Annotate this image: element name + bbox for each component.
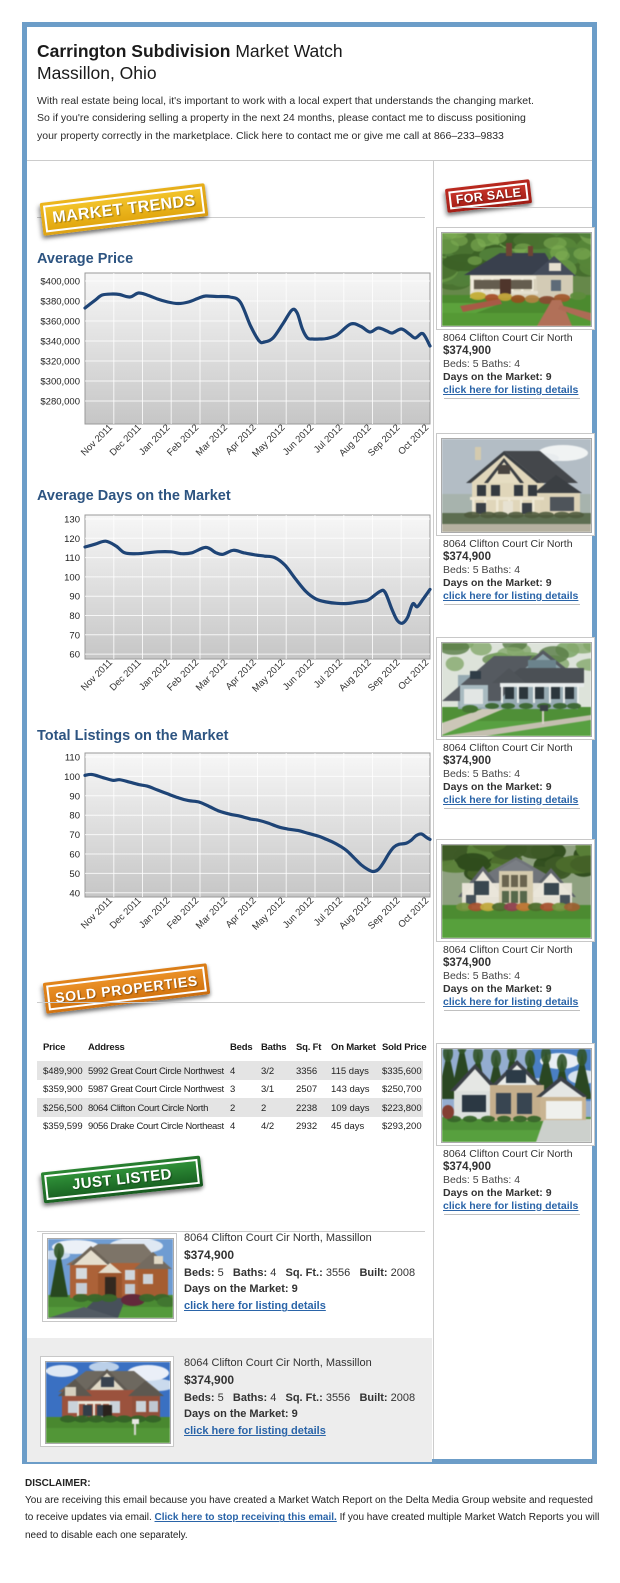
svg-text:90: 90	[69, 592, 80, 603]
svg-text:40: 40	[69, 888, 80, 899]
svg-text:$360,000: $360,000	[40, 317, 80, 328]
svg-text:Dec 2011: Dec 2011	[108, 657, 144, 693]
svg-text:60: 60	[69, 850, 80, 861]
svg-text:90: 90	[69, 791, 80, 802]
svg-text:Oct 2012: Oct 2012	[396, 422, 431, 457]
svg-text:Sep 2012: Sep 2012	[366, 895, 403, 932]
svg-text:60: 60	[69, 650, 80, 661]
svg-text:Jun 2012: Jun 2012	[281, 657, 316, 692]
svg-text:70: 70	[69, 830, 80, 841]
svg-text:Jun 2012: Jun 2012	[281, 422, 316, 457]
svg-text:50: 50	[69, 869, 80, 880]
svg-text:110: 110	[65, 553, 80, 564]
svg-text:70: 70	[69, 630, 80, 641]
svg-text:110: 110	[65, 753, 80, 764]
svg-text:$300,000: $300,000	[40, 377, 80, 388]
svg-text:Mar 2012: Mar 2012	[194, 657, 230, 693]
svg-text:Sep 2012: Sep 2012	[366, 657, 403, 694]
svg-text:80: 80	[69, 611, 80, 622]
svg-text:130: 130	[64, 515, 80, 526]
svg-text:80: 80	[69, 811, 80, 822]
svg-text:Sep 2012: Sep 2012	[366, 422, 403, 459]
svg-text:Jun 2012: Jun 2012	[281, 895, 316, 930]
svg-text:$280,000: $280,000	[40, 397, 80, 408]
svg-text:Oct 2012: Oct 2012	[396, 657, 431, 692]
svg-text:$320,000: $320,000	[40, 357, 80, 368]
svg-text:100: 100	[64, 572, 80, 583]
svg-text:$340,000: $340,000	[40, 337, 80, 348]
svg-text:$400,000: $400,000	[40, 277, 80, 288]
svg-text:100: 100	[64, 772, 80, 783]
svg-text:Oct 2012: Oct 2012	[396, 895, 431, 930]
svg-text:$380,000: $380,000	[40, 297, 80, 308]
svg-text:Dec 2011: Dec 2011	[108, 422, 144, 458]
svg-text:120: 120	[64, 534, 80, 545]
svg-text:Mar 2012: Mar 2012	[194, 895, 230, 931]
svg-text:Mar 2012: Mar 2012	[194, 422, 230, 458]
svg-text:Dec 2011: Dec 2011	[108, 895, 144, 931]
